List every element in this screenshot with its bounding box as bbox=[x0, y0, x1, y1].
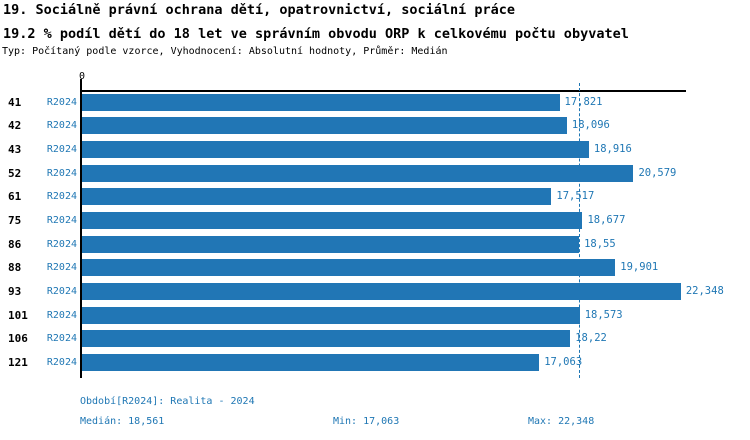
bar-value-label: 19,901 bbox=[620, 261, 659, 274]
bar bbox=[82, 117, 567, 135]
bar-value-label: 17,517 bbox=[556, 190, 595, 203]
chart-row: 41 R2024 17,821 bbox=[0, 91, 750, 115]
row-series-label: R2024 bbox=[46, 214, 77, 226]
chart-row: 75 R2024 18,677 bbox=[0, 209, 750, 233]
median-stat: Medián: 18,561 bbox=[80, 416, 165, 427]
bar-value-label: 22,348 bbox=[685, 285, 724, 297]
chart-rows: 41 R2024 17,821 42 R2024 18,096 43 R2024 18,916 5… bbox=[0, 91, 750, 375]
row-category-label: 93 bbox=[8, 285, 22, 298]
chart-row: 121 R2024 17,063 bbox=[0, 352, 750, 376]
indicator-title: 19.2 % podíl dětí do 18 let ve správním … bbox=[3, 26, 629, 42]
row-series-label: R2024 bbox=[46, 262, 77, 274]
row-category-label: 52 bbox=[8, 166, 22, 180]
bar-value-label: 18,55 bbox=[584, 237, 616, 250]
bar-value-label: 20,579 bbox=[638, 166, 677, 179]
row-category-label: 61 bbox=[8, 190, 22, 204]
row-series-label: R2024 bbox=[46, 191, 77, 203]
bar bbox=[82, 259, 616, 277]
bar bbox=[82, 354, 540, 372]
chart-row: 42 R2024 18,096 bbox=[0, 115, 750, 139]
bar bbox=[82, 93, 560, 111]
row-category-label: 75 bbox=[8, 213, 22, 227]
chart-row: 61 R2024 17,517 bbox=[0, 186, 750, 210]
row-category-label: 41 bbox=[8, 95, 22, 109]
chart-row: 88 R2024 19,901 bbox=[0, 257, 750, 281]
row-category-label: 121 bbox=[8, 356, 28, 370]
row-series-label: R2024 bbox=[46, 309, 77, 321]
bar bbox=[82, 306, 580, 324]
row-series-label: R2024 bbox=[46, 333, 77, 345]
chart-row: 86 R2024 18,55 bbox=[0, 233, 750, 257]
chart-row: 101 R2024 18,573 bbox=[0, 304, 750, 328]
row-series-label: R2024 bbox=[46, 120, 77, 132]
page-title: 19. Sociálně právní ochrana dětí, opatro… bbox=[3, 2, 516, 18]
row-series-label: R2024 bbox=[46, 167, 77, 179]
bar bbox=[82, 283, 681, 300]
bar bbox=[82, 188, 552, 206]
bar-value-label: 17,821 bbox=[564, 95, 603, 108]
chart-row: 52 R2024 20,579 bbox=[0, 162, 750, 186]
x-axis-line bbox=[80, 90, 686, 92]
bar-value-label: 18,573 bbox=[584, 308, 623, 321]
x-axis-zero-label: 0 bbox=[78, 71, 86, 82]
row-category-label: 106 bbox=[8, 332, 28, 346]
row-category-label: 42 bbox=[8, 119, 22, 133]
bar bbox=[82, 211, 583, 229]
meta-line: Typ: Počítaný podle vzorce, Vyhodnocení:… bbox=[2, 46, 448, 57]
bar-value-label: 17,063 bbox=[544, 356, 583, 369]
bar bbox=[82, 330, 571, 348]
row-series-label: R2024 bbox=[46, 238, 77, 250]
bar-value-label: 18,916 bbox=[593, 142, 632, 155]
y-axis-line bbox=[80, 90, 82, 378]
row-category-label: 43 bbox=[8, 142, 22, 156]
bar-value-label: 18,096 bbox=[571, 119, 610, 132]
row-category-label: 101 bbox=[8, 308, 28, 322]
row-series-label: R2024 bbox=[46, 143, 77, 155]
chart-row: 43 R2024 18,916 bbox=[0, 138, 750, 162]
min-stat: Min: 17,063 bbox=[333, 416, 400, 427]
bar bbox=[82, 140, 589, 158]
chart-row: 93 R2024 22,348 bbox=[0, 281, 750, 305]
bar-value-label: 18,22 bbox=[575, 332, 607, 345]
period-label: Období[R2024]: Realita - 2024 bbox=[80, 396, 255, 407]
chart-row: 106 R2024 18,22 bbox=[0, 328, 750, 352]
row-category-label: 86 bbox=[8, 237, 22, 251]
row-category-label: 88 bbox=[8, 261, 22, 275]
row-series-label: R2024 bbox=[46, 96, 77, 108]
bar-value-label: 18,677 bbox=[587, 213, 626, 226]
bar bbox=[82, 164, 634, 182]
row-series-label: R2024 bbox=[46, 286, 77, 297]
median-line bbox=[579, 83, 581, 378]
bar bbox=[82, 235, 580, 253]
max-stat: Max: 22,348 bbox=[528, 416, 595, 427]
x-axis-zero-tick bbox=[80, 79, 82, 92]
row-series-label: R2024 bbox=[46, 357, 77, 369]
